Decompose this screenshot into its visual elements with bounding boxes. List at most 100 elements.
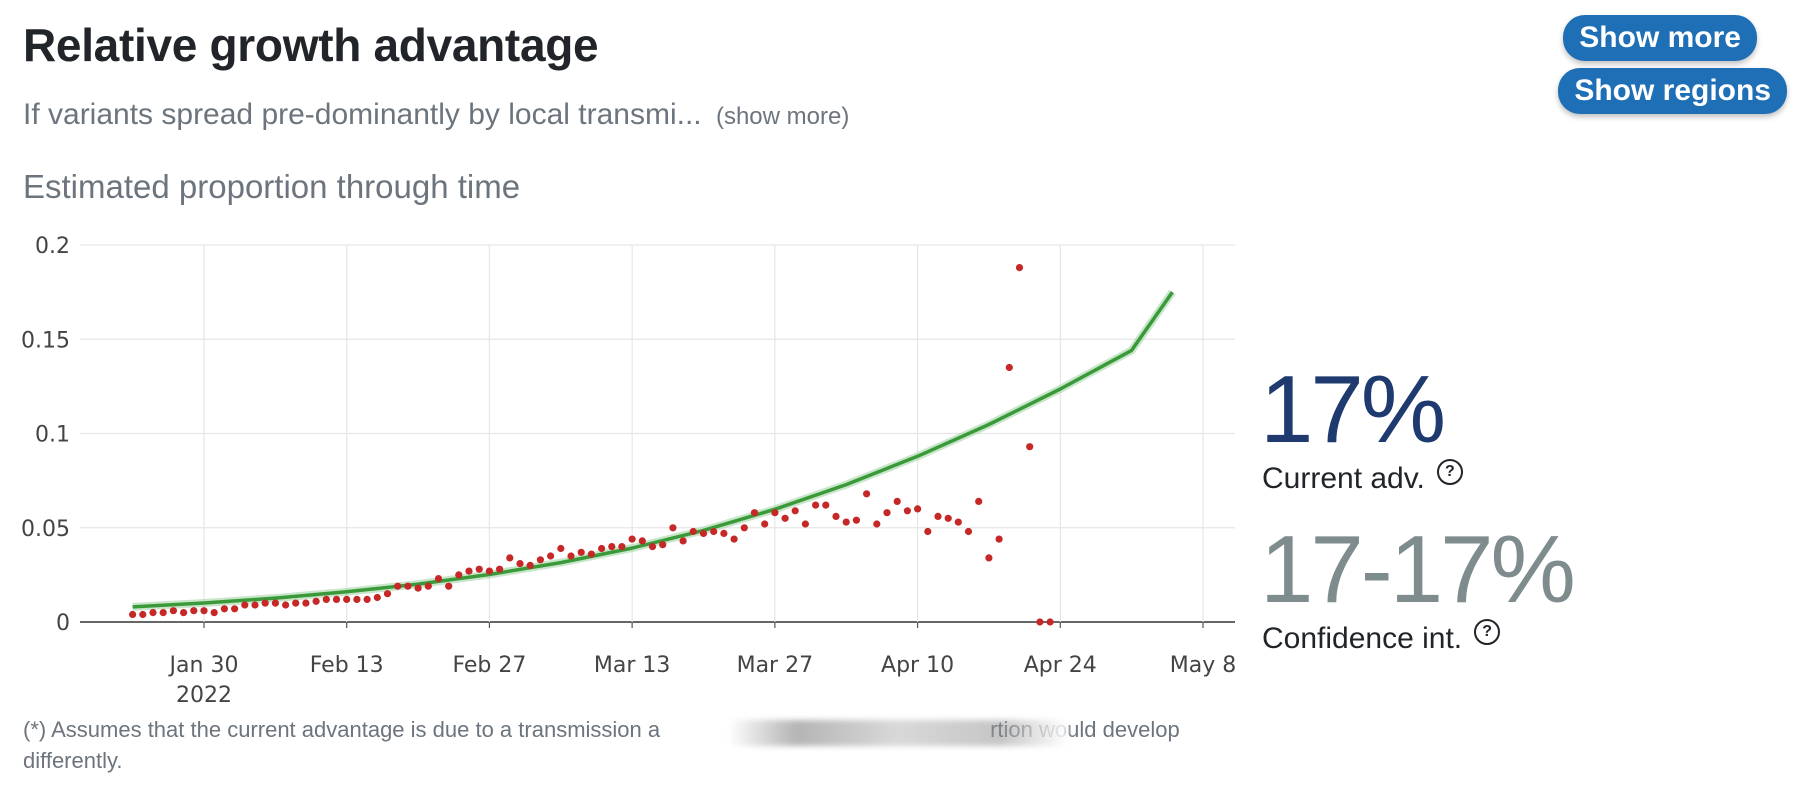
data-point [863, 490, 871, 498]
data-point [801, 520, 810, 528]
data-point [628, 535, 636, 543]
data-point [598, 544, 606, 553]
data-point [241, 601, 249, 609]
data-point [210, 609, 218, 617]
data-point [383, 590, 392, 598]
chart-series [129, 264, 1176, 626]
data-point [292, 599, 300, 607]
show-more-button[interactable]: Show more [1563, 15, 1757, 61]
data-point [1036, 618, 1044, 626]
data-point [557, 544, 565, 553]
chart-axes: 0 0.05 0.1 0.15 0.2 Jan 30 2022 Feb 13 Feb 27 Mar… [21, 234, 1236, 708]
data-point [231, 605, 239, 613]
section-heading: Estimated proportion through time [23, 168, 521, 205]
current-advantage-label: Current adv. ? [1262, 459, 1463, 496]
data-point [679, 537, 687, 545]
page-subtitle: If variants spread pre-dominantly by loc… [23, 98, 849, 132]
data-point [985, 554, 993, 562]
data-point [791, 507, 799, 515]
data-point [1026, 443, 1034, 451]
data-point [944, 514, 952, 522]
redacted-blur [728, 720, 1068, 746]
data-point [699, 529, 708, 537]
data-point [302, 599, 310, 607]
data-point [496, 565, 504, 573]
data-point [159, 609, 167, 617]
data-point [363, 595, 371, 603]
data-point [822, 501, 830, 509]
x-tick-label: May 8 [1170, 653, 1236, 678]
data-point [771, 509, 779, 517]
data-point [353, 595, 361, 603]
y-tick-label: 0.2 [35, 234, 70, 259]
data-point [475, 565, 483, 573]
data-point [812, 501, 820, 509]
x-tick-label: Apr 24 [1024, 653, 1097, 678]
data-point [587, 550, 596, 558]
data-point [506, 554, 514, 562]
data-point [445, 582, 453, 590]
data-point [455, 571, 463, 579]
data-point [608, 543, 616, 551]
data-point [954, 518, 962, 526]
data-point [465, 567, 473, 575]
x-tick-sublabel: 2022 [176, 683, 232, 708]
data-point [1005, 363, 1013, 372]
data-point [689, 527, 697, 536]
data-point [1015, 264, 1024, 272]
data-point [547, 552, 555, 560]
data-point [852, 516, 861, 524]
data-point [995, 535, 1003, 543]
data-point [618, 543, 626, 551]
x-tick-label: Feb 13 [310, 653, 384, 678]
x-tick-label: Mar 13 [594, 653, 671, 678]
data-point [669, 524, 677, 532]
y-tick-label: 0.1 [35, 423, 70, 448]
proportion-chart: 0 0.05 0.1 0.15 0.2 Jan 30 2022 Feb 13 Feb 27 Mar… [21, 234, 1236, 708]
confidence-interval-label: Confidence int. ? [1262, 619, 1501, 656]
help-icon[interactable]: ? [1436, 459, 1463, 485]
x-tick-label: Mar 27 [737, 653, 814, 678]
data-point [149, 609, 157, 617]
data-point [414, 584, 422, 592]
data-point [567, 552, 575, 560]
data-point [404, 582, 412, 590]
y-tick-label: 0.05 [21, 517, 70, 542]
data-point [261, 599, 269, 607]
data-point [638, 537, 646, 545]
chart-grid [80, 244, 1235, 628]
data-point [373, 593, 381, 602]
data-point [282, 601, 290, 609]
data-point [832, 512, 840, 520]
data-point [659, 541, 667, 549]
data-point [648, 543, 657, 551]
data-point [883, 509, 891, 517]
data-point [873, 520, 881, 528]
data-point [251, 601, 259, 609]
x-tick-label: Apr 10 [881, 653, 954, 678]
x-tick-label: Feb 27 [452, 653, 526, 678]
data-point [516, 560, 524, 568]
subtitle-show-more-link[interactable]: (show more) [715, 103, 850, 130]
data-point [730, 535, 738, 543]
help-icon[interactable]: ? [1474, 619, 1501, 645]
confidence-interval-value: 17-17% [1260, 516, 1576, 623]
x-tick-label: Jan 30 [168, 653, 239, 678]
data-point [434, 575, 443, 583]
data-point [322, 595, 330, 603]
show-regions-button[interactable]: Show regions [1558, 68, 1787, 114]
data-point [180, 609, 188, 617]
data-point [200, 607, 208, 615]
footnote-text: (*) Assumes that the current advantage i… [23, 717, 661, 742]
fit-line [132, 291, 1174, 609]
data-point [577, 548, 585, 556]
data-point [740, 524, 748, 532]
data-point [710, 527, 718, 536]
data-point [934, 512, 942, 520]
data-point [903, 507, 912, 515]
data-point [129, 610, 137, 619]
data-point [343, 595, 351, 603]
data-point [271, 599, 279, 607]
data-point [424, 582, 432, 590]
data-point [312, 597, 320, 605]
